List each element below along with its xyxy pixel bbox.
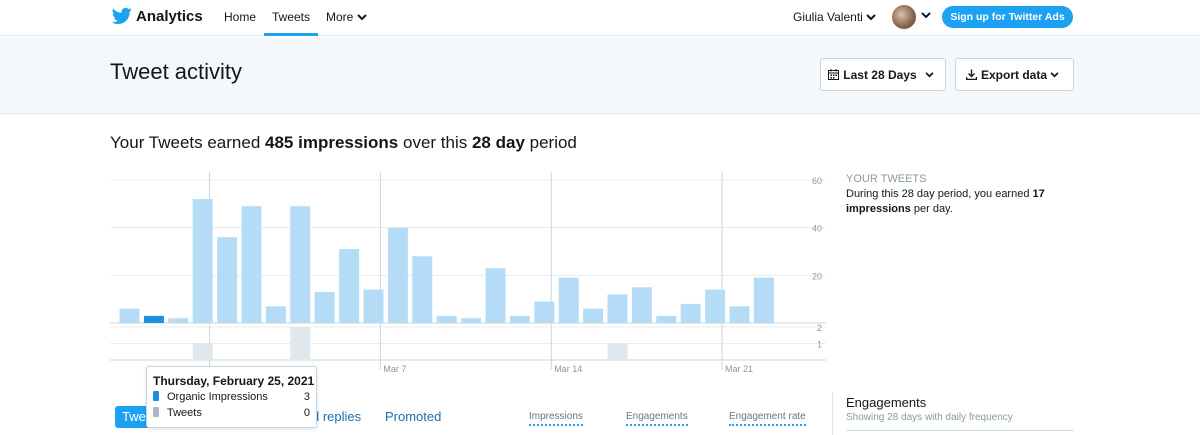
impressions-chart: 20 40 60 1 2 Mar 7 Mar 14 Mar 21: [110, 172, 826, 374]
brand-label: Analytics: [136, 7, 203, 25]
impression-bar: [217, 237, 238, 323]
impression-bar: [753, 277, 774, 323]
nav-home[interactable]: Home: [224, 10, 257, 24]
tweet-tick-label: 2: [817, 323, 822, 333]
impression-bar: [558, 277, 579, 323]
nav-tweets[interactable]: Tweets: [264, 0, 318, 36]
date-range-button[interactable]: Last 28 Days: [820, 58, 946, 91]
impression-bar: [509, 315, 530, 323]
impression-bar: [534, 301, 555, 323]
impression-bar: [265, 306, 286, 323]
page-title: Tweet activity: [110, 59, 243, 84]
y-tick-label: 40: [812, 224, 822, 234]
organic-legend-swatch: [153, 391, 159, 401]
nav-more[interactable]: More: [326, 0, 367, 36]
chevron-down-icon[interactable]: [921, 12, 931, 19]
impression-bar: [412, 256, 433, 323]
impression-bar: [290, 206, 311, 323]
impressions-summary: Your Tweets earned 485 impressions over …: [110, 133, 577, 153]
nav-more-label: More: [326, 10, 354, 24]
summary-prefix: Your Tweets earned: [110, 133, 266, 152]
metric-tab-engagements[interactable]: Engagements: [626, 411, 688, 426]
impression-bar: [436, 315, 457, 323]
impression-bar: [729, 306, 750, 323]
x-tick-label: Mar 14: [554, 364, 582, 374]
impression-bar: [583, 308, 604, 323]
y-tick-label: 20: [812, 271, 822, 281]
impression-bar: [631, 287, 652, 323]
y-tick-label: 60: [812, 176, 822, 186]
impression-bar: [241, 206, 262, 323]
impression-bar: [143, 315, 164, 323]
x-tick-label: Mar 21: [725, 364, 753, 374]
chevron-down-icon: [925, 71, 934, 77]
daily-desc-prefix: During this 28 day period, you earned: [846, 188, 1033, 200]
your-tweets-heading: YOUR TWEETS: [846, 173, 927, 185]
impression-bar: [339, 249, 360, 323]
divider: [832, 392, 833, 435]
daily-impressions-summary: During this 28 day period, you earned 17…: [846, 187, 1066, 217]
calendar-icon: [828, 69, 840, 80]
tweet-tick-label: 1: [817, 340, 822, 350]
impression-bar: [363, 289, 384, 323]
impression-bar: [314, 292, 335, 323]
tab-tweets-and-replies[interactable]: d replies: [312, 409, 362, 424]
impression-bar: [680, 303, 701, 323]
chevron-down-icon: [356, 14, 367, 21]
x-tick-label: Mar 7: [383, 364, 406, 374]
tweet-count-bar: [607, 343, 628, 360]
tooltip-organic-value: 3: [303, 391, 310, 403]
download-icon: [965, 69, 977, 80]
daily-desc-suffix: per day.: [910, 203, 953, 215]
impression-bar: [387, 227, 408, 323]
page-header: Tweet activity Last 28 Days Export data: [0, 37, 1200, 114]
impression-bar: [607, 294, 628, 323]
metric-tab-engagement-rate[interactable]: Engagement rate: [729, 411, 806, 426]
tooltip-tweets-value: 0: [303, 407, 310, 419]
impression-bar: [485, 268, 506, 323]
chevron-down-icon: [866, 14, 876, 21]
tooltip-date: Thursday, February 25, 2021: [153, 374, 315, 388]
impression-bar: [168, 318, 189, 323]
tweets-legend-swatch: [153, 407, 159, 417]
top-nav: Analytics Home Tweets More Giulia Valent…: [0, 0, 1200, 36]
export-data-button[interactable]: Export data: [955, 58, 1074, 91]
summary-impressions: 485 impressions: [265, 133, 399, 152]
tab-tweets[interactable]: Twe: [115, 406, 155, 428]
summary-suffix: period: [524, 133, 577, 152]
summary-middle: over this: [398, 133, 472, 152]
chart-tooltip: Thursday, February 25, 2021 Organic Impr…: [146, 366, 317, 428]
metric-tab-impressions[interactable]: Impressions: [529, 411, 583, 426]
tooltip-organic-label: Organic Impressions: [167, 391, 268, 403]
tab-promoted[interactable]: Promoted: [385, 409, 442, 424]
analytics-logo[interactable]: Analytics: [112, 7, 203, 25]
export-data-label: Export data: [980, 67, 1047, 82]
engagements-title: Engagements: [846, 395, 927, 410]
impression-bar: [119, 308, 140, 323]
impression-bar: [192, 199, 213, 323]
impression-bar: [461, 318, 482, 323]
daily-impressions-word: impressions: [846, 203, 911, 215]
chevron-down-icon: [1050, 71, 1059, 77]
tooltip-organic-row: Organic Impressions 3: [153, 391, 310, 403]
impression-bar: [656, 315, 677, 323]
daily-impressions-value: 17: [1032, 188, 1045, 200]
tooltip-tweets-row: Tweets 0: [153, 407, 310, 419]
user-name: Giulia Valenti: [793, 10, 863, 24]
divider: [846, 430, 1074, 431]
signup-ads-button[interactable]: Sign up for Twitter Ads: [942, 6, 1073, 28]
tooltip-tweets-label: Tweets: [167, 407, 202, 419]
user-menu[interactable]: Giulia Valenti: [793, 0, 876, 36]
engagements-subtitle: Showing 28 days with daily frequency: [846, 412, 1013, 423]
impression-bar: [705, 289, 726, 323]
twitter-bird-icon: [112, 7, 132, 25]
date-range-label: Last 28 Days: [843, 67, 917, 82]
avatar[interactable]: [892, 5, 916, 29]
summary-period: 28 day: [471, 133, 525, 152]
tweet-count-bar: [290, 327, 311, 360]
tweet-count-bar: [192, 343, 213, 360]
